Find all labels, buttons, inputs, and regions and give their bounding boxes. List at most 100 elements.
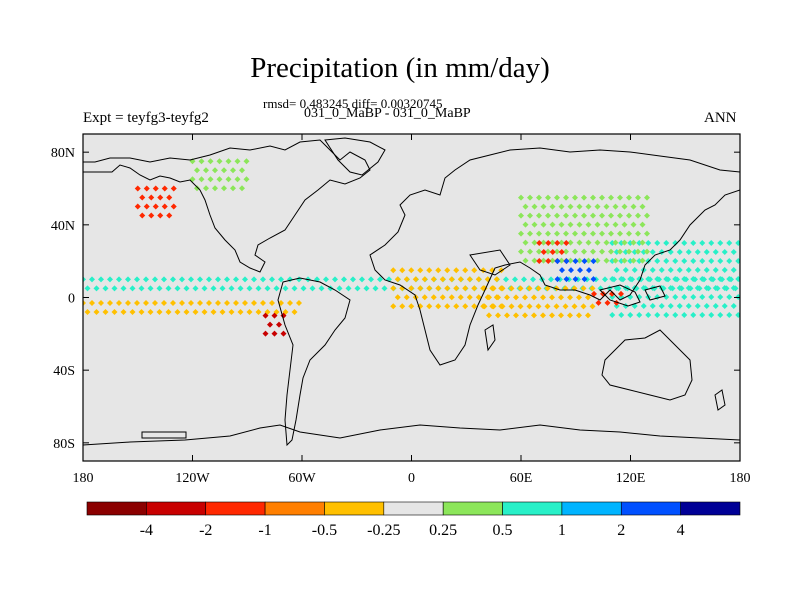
coastline-antarctica: [83, 424, 740, 461]
anomaly-cell: [219, 285, 226, 292]
x-tick-label: 60E: [510, 471, 533, 486]
anomaly-cell: [654, 276, 661, 282]
anomaly-cell: [590, 194, 596, 201]
anomaly-cell: [703, 267, 710, 273]
anomaly-cell: [580, 285, 587, 292]
anomaly-cell: [134, 203, 141, 210]
anomaly-cell: [690, 294, 697, 300]
anomaly-cell: [627, 312, 634, 318]
anomaly-cell: [448, 294, 455, 301]
anomaly-cell: [93, 285, 100, 292]
anomaly-cell: [296, 299, 302, 306]
anomaly-cell: [207, 176, 214, 183]
anomaly-cell: [125, 276, 131, 283]
colorbar-label: 0.5: [493, 522, 513, 539]
anomaly-cell: [495, 294, 501, 301]
anomaly-cell: [521, 276, 527, 283]
anomaly-cell: [147, 308, 154, 315]
anomaly-cell: [726, 240, 733, 246]
anomaly-cell: [490, 303, 497, 310]
anomaly-cell: [672, 294, 679, 300]
anomaly-cell: [194, 185, 200, 192]
anomaly-cell: [612, 221, 619, 228]
colorbar-swatch: [205, 501, 266, 516]
anomaly-cell: [526, 285, 533, 292]
anomaly-cell: [708, 240, 715, 246]
anomaly-cell: [271, 330, 278, 337]
anomaly-cell: [735, 276, 740, 282]
anomaly-cell: [287, 299, 293, 306]
anomaly-cell: [690, 276, 697, 282]
anomaly-cell: [571, 303, 578, 310]
anomaly-cell: [676, 249, 683, 255]
anomaly-cell: [667, 285, 674, 291]
experiment-label: Expt = teyfg3-teyfg2: [83, 110, 209, 126]
anomaly-cell: [457, 294, 464, 301]
anomaly-cell: [663, 276, 670, 282]
anomaly-cell: [558, 312, 564, 319]
anomaly-cell: [462, 303, 469, 310]
colorbar-label: 4: [677, 522, 685, 539]
anomaly-cell: [309, 285, 316, 292]
anomaly-cell: [278, 276, 284, 283]
anomaly-cell: [531, 221, 538, 228]
anomaly-cell: [336, 285, 343, 292]
anomaly-cell: [262, 312, 269, 319]
anomaly-cell: [412, 276, 419, 283]
anomaly-cell: [617, 230, 623, 237]
anomaly-cell: [554, 194, 560, 201]
anomaly-cell: [604, 299, 611, 306]
anomaly-cell: [545, 240, 552, 246]
anomaly-cell: [125, 299, 131, 306]
anomaly-cell: [580, 303, 587, 310]
anomaly-cell: [134, 185, 141, 192]
coastline-madagascar: [484, 324, 496, 352]
anomaly-cell: [206, 299, 212, 306]
anomaly-cell: [421, 276, 428, 283]
anomaly-cell: [590, 212, 596, 219]
anomaly-cell: [726, 276, 733, 282]
stats-line: rmsd= 0.483245 diff= 0.00320745: [263, 96, 443, 111]
anomaly-cell: [522, 221, 529, 228]
anomaly-cell: [527, 212, 533, 219]
coastline-north-america: [83, 139, 371, 273]
anomaly-cell: [466, 276, 473, 283]
anomaly-cell: [618, 290, 624, 297]
anomaly-cell: [224, 299, 230, 306]
anomaly-cell: [694, 285, 701, 291]
anomaly-cell: [644, 248, 650, 255]
anomaly-cell: [417, 267, 424, 274]
anomaly-cell: [93, 308, 100, 315]
anomaly-cell: [143, 203, 150, 210]
anomaly-cell: [535, 285, 542, 292]
anomaly-cell: [332, 276, 338, 283]
anomaly-cell: [198, 176, 205, 183]
anomaly-cell: [517, 303, 524, 310]
colorbar-label: -2: [199, 522, 212, 539]
anomaly-cell: [585, 312, 591, 319]
anomaly-cell: [291, 308, 298, 315]
anomaly-cell: [228, 308, 235, 315]
anomaly-region: [134, 185, 177, 219]
anomaly-cell: [237, 308, 244, 315]
anomaly-cell: [215, 299, 221, 306]
anomaly-cell: [152, 185, 159, 192]
anomaly-cell: [102, 308, 109, 315]
anomaly-cell: [221, 185, 227, 192]
anomaly-cell: [471, 303, 478, 310]
anomaly-cell: [567, 257, 574, 264]
anomaly-cell: [280, 330, 287, 337]
anomaly-cell: [230, 167, 236, 174]
anomaly-cell: [453, 285, 460, 292]
y-axis: 80N 40N 0 40S 80S: [51, 146, 740, 452]
anomaly-cell: [572, 276, 579, 283]
anomaly-cell: [161, 203, 168, 210]
anomaly-cell: [531, 239, 538, 246]
anomaly-cell: [527, 230, 533, 237]
coastline-eurasia-africa: [369, 147, 740, 366]
anomaly-cell: [654, 240, 661, 246]
colorbar-swatch: [620, 501, 681, 516]
season-label: ANN: [704, 110, 737, 126]
anomaly-cell: [721, 249, 728, 255]
anomaly-cell: [567, 221, 574, 228]
